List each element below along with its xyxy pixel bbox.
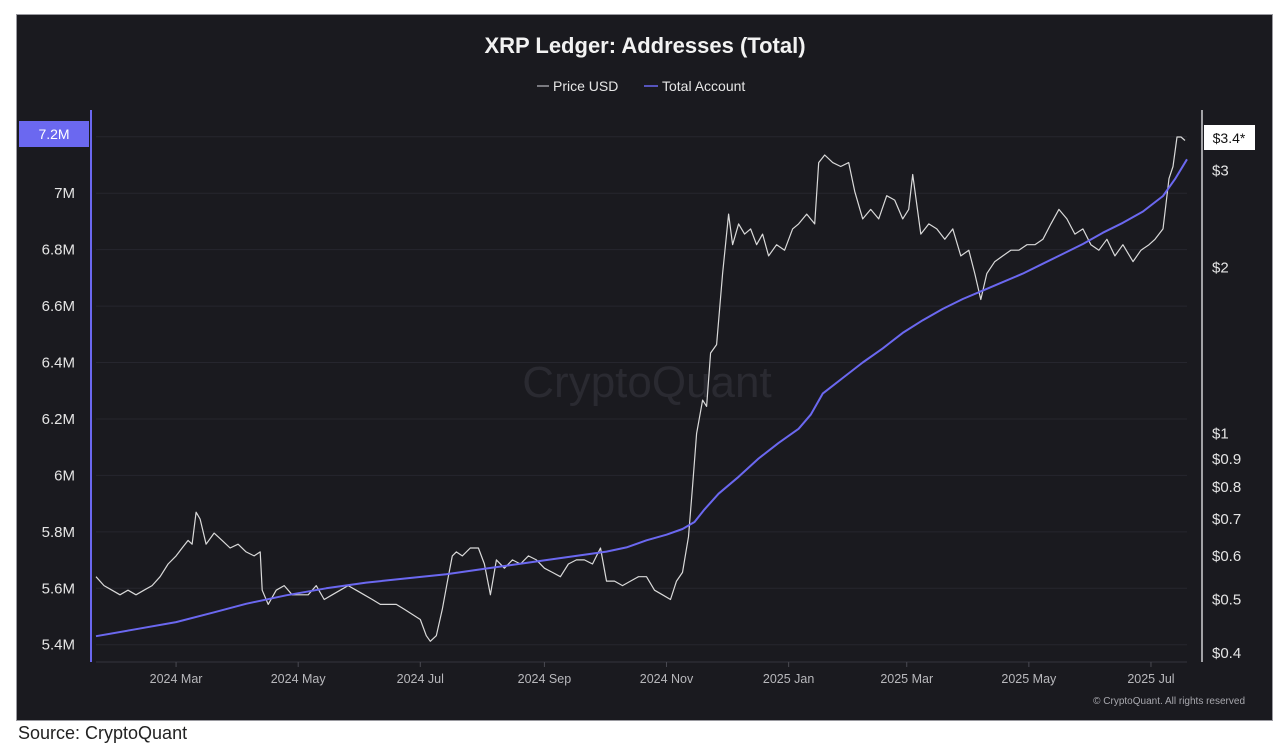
gridlines bbox=[96, 136, 1187, 646]
right-tick-label: $2 bbox=[1212, 260, 1229, 277]
left-tick-label: 6M bbox=[54, 467, 75, 484]
x-tick-label: 2025 May bbox=[1001, 672, 1057, 686]
chart-panel: CryptoQuant XRP Ledger: Addresses (Total… bbox=[16, 14, 1273, 721]
series-line-price-usd bbox=[95, 136, 1186, 642]
x-tick-label: 2024 Mar bbox=[150, 672, 203, 686]
right-tick-label: $0.6 bbox=[1212, 548, 1241, 565]
left-tick-label: 5.6M bbox=[42, 580, 75, 597]
left-tick-label: 5.8M bbox=[42, 524, 75, 541]
legend: Price USD Total Account bbox=[537, 78, 745, 94]
left-tick-label: 7M bbox=[54, 185, 75, 202]
x-tick-label: 2024 Sep bbox=[518, 672, 572, 686]
x-tick-label: 2024 May bbox=[271, 672, 327, 686]
left-current-value-badge bbox=[19, 121, 89, 147]
chart-svg: CryptoQuant XRP Ledger: Addresses (Total… bbox=[19, 33, 1255, 707]
x-tick-label: 2025 Jan bbox=[763, 672, 814, 686]
left-tick-label: 6.4M bbox=[42, 355, 75, 372]
x-tick-label: 2024 Nov bbox=[640, 672, 694, 686]
right-current-value-badge bbox=[1204, 125, 1255, 150]
right-tick-label: $0.7 bbox=[1212, 511, 1241, 528]
x-tick-label: 2024 Jul bbox=[397, 672, 444, 686]
left-tick-label: 6.6M bbox=[42, 298, 75, 315]
x-tick-label: 2025 Jul bbox=[1127, 672, 1174, 686]
value-badges: 7.2M $3.4* bbox=[19, 121, 1255, 150]
right-tick-label: $0.9 bbox=[1212, 451, 1241, 468]
series-group bbox=[95, 136, 1188, 642]
legend-label-price: Price USD bbox=[553, 78, 618, 94]
watermark: CryptoQuant bbox=[522, 358, 771, 407]
axes bbox=[90, 110, 1203, 663]
legend-label-total-account: Total Account bbox=[662, 78, 745, 94]
right-current-value-label: $3.4* bbox=[1213, 130, 1246, 146]
x-tick-label: 2025 Mar bbox=[880, 672, 933, 686]
left-tick-label: 5.4M bbox=[42, 637, 75, 654]
x-axis-ticks: 2024 Mar 2024 May 2024 Jul 2024 Sep 2024 Nov… bbox=[150, 662, 1175, 686]
left-tick-label: 6.8M bbox=[42, 242, 75, 259]
copyright-text: © CryptoQuant. All rights reserved bbox=[1093, 696, 1245, 707]
series-line-total-account bbox=[95, 158, 1188, 638]
left-tick-label: 6.2M bbox=[42, 411, 75, 428]
source-caption: Source: CryptoQuant bbox=[18, 723, 188, 743]
right-tick-label: $0.8 bbox=[1212, 479, 1241, 496]
right-tick-label: $1 bbox=[1212, 426, 1229, 443]
left-current-value-label: 7.2M bbox=[38, 126, 69, 142]
right-axis-ticks: $0.4 $0.5 $0.6 $0.7 $0.8 $0.9 $1 $2 $3 bbox=[1212, 162, 1241, 662]
right-tick-label: $0.4 bbox=[1212, 645, 1241, 662]
right-tick-label: $0.5 bbox=[1212, 592, 1241, 609]
right-tick-label: $3 bbox=[1212, 162, 1229, 179]
chart-title: XRP Ledger: Addresses (Total) bbox=[484, 33, 805, 58]
